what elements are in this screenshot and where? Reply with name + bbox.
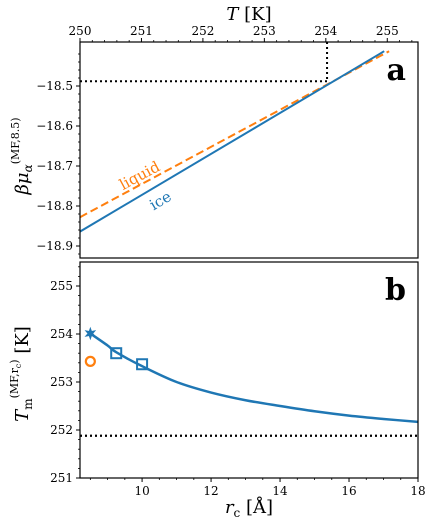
panel-b: 10 12 14 16 18 251 252 253 254 255 rc [Å] Tm(MF,rc)… bbox=[8, 261, 426, 520]
y-axis-tick-label: −18.7 bbox=[36, 159, 73, 173]
y-axis-tick-label: 252 bbox=[50, 423, 73, 437]
marker-square bbox=[136, 358, 149, 371]
x-axis-tick-label: 18 bbox=[410, 484, 425, 498]
x-axis-tick-label: 14 bbox=[272, 484, 288, 498]
y-axis-tick-label: 251 bbox=[50, 471, 73, 485]
series-line-Tm-fit bbox=[89, 332, 418, 424]
top-axis-tick-label: 251 bbox=[130, 24, 153, 38]
series-label-liquid: liquid bbox=[116, 157, 163, 193]
y-axis-tick-label: −18.9 bbox=[36, 239, 73, 253]
top-axis-tick-label: 255 bbox=[376, 24, 399, 38]
y-axis-label: Tm(MF,rc) [K] bbox=[8, 326, 35, 422]
y-axis-tick-label: −18.8 bbox=[36, 199, 73, 213]
top-axis-tick-label: 254 bbox=[314, 24, 337, 38]
y-axis-tick-label: −18.6 bbox=[36, 119, 73, 133]
x-axis-tick-label: 16 bbox=[341, 484, 356, 498]
x-axis-tick-label: 12 bbox=[203, 484, 218, 498]
top-axis-tick-label: 253 bbox=[253, 24, 276, 38]
y-axis-tick-label: 253 bbox=[50, 375, 73, 389]
panel-b-frame bbox=[79, 261, 419, 479]
top-axis-tick-label: 250 bbox=[69, 24, 92, 38]
marker-square bbox=[110, 347, 123, 360]
y-axis-tick-label: 255 bbox=[50, 279, 73, 293]
panel-a-plot-area bbox=[80, 42, 390, 233]
y-axis-tick-label: −18.5 bbox=[36, 79, 73, 93]
marker-circle bbox=[84, 355, 96, 367]
series-line-ice bbox=[80, 50, 385, 233]
panel-b-plot-area bbox=[80, 326, 418, 437]
top-axis-tick-label: 252 bbox=[191, 24, 214, 38]
panel-label-b: b bbox=[385, 273, 406, 308]
x-axis-tick-label: 10 bbox=[134, 484, 149, 498]
x-axis-label: rc [Å] bbox=[225, 496, 273, 520]
y-axis-label: βμα(MF,8.5) bbox=[9, 118, 35, 196]
series-label-ice: ice bbox=[146, 187, 174, 214]
panel-label-a: a bbox=[387, 53, 406, 88]
marker-star bbox=[84, 326, 97, 341]
y-axis-tick-label: 254 bbox=[50, 327, 73, 341]
top-axis-label: T [K] bbox=[226, 4, 271, 25]
panel-a-frame bbox=[79, 41, 419, 259]
